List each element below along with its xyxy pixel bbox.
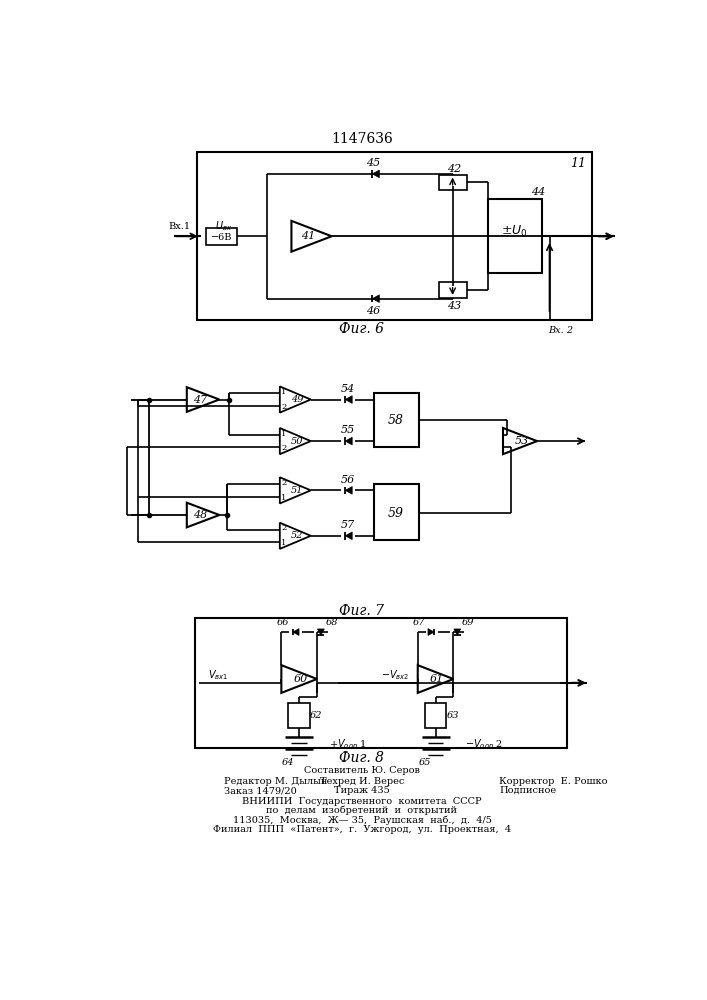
Text: Фиг. 8: Фиг. 8	[339, 751, 385, 765]
Text: 52: 52	[291, 531, 303, 540]
Text: 1147636: 1147636	[331, 132, 393, 146]
Text: 113035,  Москва,  Ж— 35,  Раушская  наб.,  д.  4/5: 113035, Москва, Ж— 35, Раушская наб., д.…	[233, 815, 491, 825]
Text: по  делам  изобретений  и  открытий: по делам изобретений и открытий	[267, 806, 457, 815]
Bar	[195, 618, 567, 748]
Text: 42: 42	[447, 164, 461, 174]
Text: 2: 2	[281, 444, 286, 452]
Text: 1: 1	[281, 494, 286, 502]
Bar	[288, 703, 310, 728]
Text: Корректор  Е. Рошко: Корректор Е. Рошко	[499, 777, 607, 786]
Text: 56: 56	[341, 475, 355, 485]
Text: 43: 43	[447, 301, 461, 311]
Text: 61: 61	[430, 674, 444, 684]
Text: 68: 68	[325, 618, 338, 627]
Text: ВНИИПИ  Государственного  комитета  СССР: ВНИИПИ Государственного комитета СССР	[242, 797, 481, 806]
Text: Фиг. 7: Фиг. 7	[339, 604, 385, 618]
Text: 59: 59	[388, 507, 404, 520]
Text: 2: 2	[281, 524, 286, 532]
Text: Тираж 435: Тираж 435	[334, 786, 390, 795]
Polygon shape	[293, 629, 299, 635]
Text: 45: 45	[366, 158, 380, 168]
Polygon shape	[454, 629, 461, 635]
Polygon shape	[373, 295, 380, 302]
Text: 41: 41	[301, 231, 315, 241]
Text: 48: 48	[193, 510, 207, 520]
Text: 54: 54	[341, 384, 355, 394]
Bar	[373, 393, 419, 447]
Text: Вх.1: Вх.1	[169, 222, 191, 231]
Text: 57: 57	[341, 520, 355, 530]
Bar	[197, 152, 592, 320]
Text: Фиг. 6: Фиг. 6	[339, 322, 385, 336]
Polygon shape	[428, 629, 434, 635]
Text: 65: 65	[419, 758, 431, 767]
Text: 67: 67	[413, 618, 426, 627]
Text: 11: 11	[570, 157, 586, 170]
Text: 1: 1	[281, 539, 286, 547]
Bar	[425, 703, 446, 728]
Text: 2: 2	[281, 479, 286, 487]
Text: Заказ 1479/20: Заказ 1479/20	[224, 786, 297, 795]
Text: ±$U_0$: ±$U_0$	[501, 224, 528, 239]
Text: 2: 2	[281, 403, 286, 411]
Text: 58: 58	[388, 414, 404, 427]
Text: $V_{вх1}$: $V_{вх1}$	[209, 668, 229, 682]
Text: $-V_{вх2}$: $-V_{вх2}$	[381, 668, 409, 682]
Text: 64: 64	[282, 758, 295, 767]
Text: 44: 44	[531, 187, 545, 197]
Polygon shape	[345, 532, 352, 540]
Text: 63: 63	[446, 711, 459, 720]
Text: −6В: −6В	[211, 233, 233, 242]
Text: $-V_{oop}$ 2: $-V_{oop}$ 2	[465, 737, 503, 752]
Bar	[206, 228, 237, 245]
Text: 62: 62	[310, 711, 322, 720]
Polygon shape	[345, 487, 352, 494]
Text: 1: 1	[281, 430, 286, 438]
Bar	[438, 282, 467, 298]
Text: 69: 69	[462, 618, 474, 627]
Bar	[438, 175, 467, 190]
Text: $U_{вх}$: $U_{вх}$	[216, 219, 233, 233]
Bar	[488, 199, 542, 273]
Text: 46: 46	[366, 306, 380, 316]
Text: Составитель Ю. Серов: Составитель Ю. Серов	[304, 766, 420, 775]
Text: 51: 51	[291, 486, 303, 495]
Text: Подписное: Подписное	[499, 786, 556, 795]
Text: 66: 66	[276, 618, 289, 627]
Text: 1: 1	[281, 388, 286, 396]
Text: Редактор М. Дылын: Редактор М. Дылын	[224, 777, 327, 786]
Text: 47: 47	[193, 395, 207, 405]
Polygon shape	[373, 170, 380, 178]
Polygon shape	[345, 396, 352, 403]
Text: 53: 53	[515, 436, 529, 446]
Text: Вх. 2: Вх. 2	[549, 326, 573, 335]
Text: 50: 50	[291, 437, 303, 446]
Text: +$V_{oop}$ 1: +$V_{oop}$ 1	[329, 737, 366, 752]
Text: 49: 49	[291, 395, 303, 404]
Text: 60: 60	[293, 674, 308, 684]
Text: Филиал  ППП  «Патент»,  г.  Ужгород,  ул.  Проектная,  4: Филиал ППП «Патент», г. Ужгород, ул. Про…	[213, 825, 511, 834]
Polygon shape	[345, 437, 352, 445]
Polygon shape	[317, 629, 325, 635]
Text: 55: 55	[341, 425, 355, 435]
Bar	[373, 484, 419, 540]
Text: Техред И. Верес: Техред И. Верес	[320, 777, 404, 786]
